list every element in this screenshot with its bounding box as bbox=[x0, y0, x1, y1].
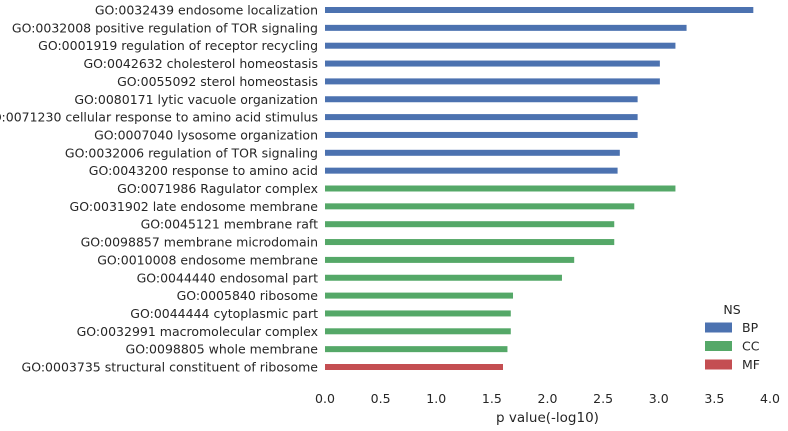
category-label: GO:0003735 structural constituent of rib… bbox=[22, 360, 319, 375]
x-tick-label: 3.0 bbox=[649, 391, 669, 406]
bar-cc bbox=[325, 239, 615, 246]
bar-cc bbox=[325, 328, 511, 335]
bar-bp bbox=[325, 96, 638, 103]
category-label: GO:0032439 endosome localization bbox=[95, 3, 318, 18]
category-label: GO:0043200 response to amino acid bbox=[89, 163, 318, 178]
legend: NS BP CC MF bbox=[705, 302, 760, 372]
category-label: GO:0042632 cholesterol homeostasis bbox=[84, 56, 319, 71]
category-label: GO:0080171 lytic vacuole organization bbox=[74, 92, 318, 107]
category-label: GO:0044440 endosomal part bbox=[137, 270, 319, 285]
bar-cc bbox=[325, 274, 562, 281]
bar-bp bbox=[325, 60, 660, 67]
category-label: GO:0032991 macromolecular complex bbox=[77, 324, 318, 339]
bar-cc bbox=[325, 185, 676, 192]
bar-bp bbox=[325, 7, 754, 13]
bar-bp bbox=[325, 114, 638, 121]
legend-swatch-cc bbox=[705, 341, 732, 351]
legend-label-bp: BP bbox=[742, 320, 759, 335]
bar-bp bbox=[325, 24, 687, 31]
bar-cc bbox=[325, 203, 635, 210]
bar-cc bbox=[325, 292, 514, 299]
x-tick-labels: 0.0 0.5 1.0 1.5 2.0 2.5 3.0 3.5 4.0 bbox=[315, 391, 780, 406]
category-label: GO:0001919 regulation of receptor recycl… bbox=[38, 38, 318, 53]
category-label: GO:0010008 endosome membrane bbox=[97, 252, 318, 267]
legend-label-cc: CC bbox=[742, 339, 760, 354]
category-label: GO:0071230 cellular response to amino ac… bbox=[0, 110, 318, 125]
category-label: GO:0007040 lysosome organization bbox=[94, 127, 318, 142]
category-label: GO:0032006 regulation of TOR signaling bbox=[65, 145, 318, 160]
legend-title: NS bbox=[723, 302, 740, 317]
bar-bp bbox=[325, 42, 676, 49]
category-label: GO:0031902 late endosome membrane bbox=[70, 199, 319, 214]
category-label: GO:0032008 positive regulation of TOR si… bbox=[12, 20, 318, 35]
bar-cc bbox=[325, 256, 575, 263]
bars-layer bbox=[325, 7, 754, 370]
legend-swatch-mf bbox=[705, 359, 732, 370]
legend-entries: BP CC MF bbox=[705, 320, 760, 372]
bar-bp bbox=[325, 167, 618, 174]
category-label: GO:0055092 sterol homeostasis bbox=[117, 74, 318, 89]
bar-bp bbox=[325, 149, 620, 156]
x-tick-label: 0.0 bbox=[315, 391, 335, 406]
x-tick-label: 2.5 bbox=[593, 391, 613, 406]
x-tick-label: 1.5 bbox=[482, 391, 502, 406]
category-label: GO:0045121 membrane raft bbox=[141, 217, 319, 232]
x-tick-label: 1.0 bbox=[426, 391, 446, 406]
bar-mf bbox=[325, 364, 503, 370]
category-labels: GO:0032439 endosome localization GO:00320… bbox=[0, 3, 318, 375]
category-label: GO:0098805 whole membrane bbox=[126, 342, 319, 357]
category-label: GO:0044444 cytoplasmic part bbox=[130, 306, 318, 321]
bar-cc bbox=[325, 221, 615, 228]
x-tick-label: 3.5 bbox=[704, 391, 724, 406]
legend-swatch-bp bbox=[705, 322, 732, 333]
x-tick-label: 0.5 bbox=[371, 391, 391, 406]
category-label: GO:0098857 membrane microdomain bbox=[81, 235, 318, 250]
bar-bp bbox=[325, 78, 660, 85]
bar-cc bbox=[325, 346, 508, 353]
category-label: GO:0005840 ribosome bbox=[177, 288, 319, 303]
legend-label-mf: MF bbox=[742, 357, 760, 372]
x-tick-label: 4.0 bbox=[760, 391, 780, 406]
bar-cc bbox=[325, 310, 511, 317]
bar-bp bbox=[325, 131, 638, 138]
x-axis-label: p value(-log10) bbox=[496, 410, 599, 426]
x-tick-label: 2.0 bbox=[538, 391, 558, 406]
category-label: GO:0071986 Ragulator complex bbox=[117, 181, 318, 196]
